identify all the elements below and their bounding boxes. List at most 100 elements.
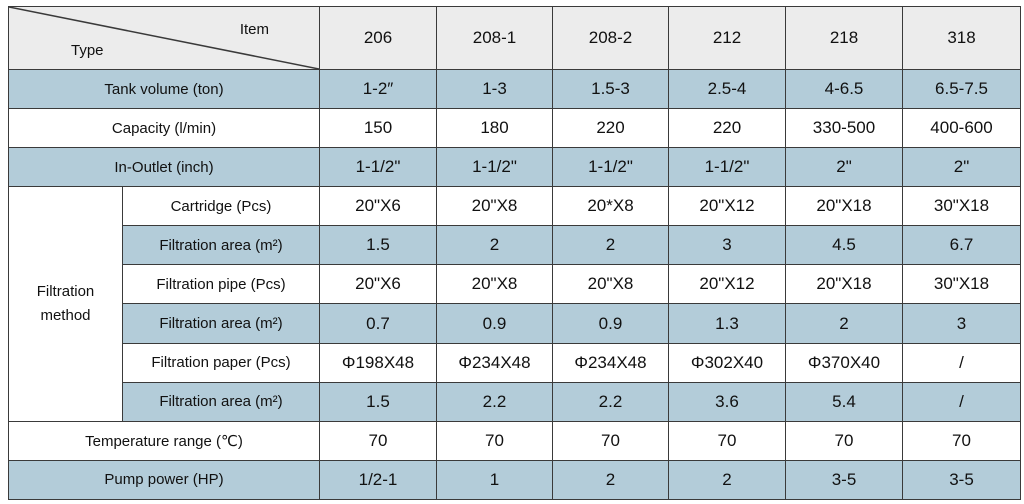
filtration-method-line2: method (40, 306, 91, 324)
row-label: Filtration area (m²) (122, 303, 320, 344)
table-cell: 4-6.5 (785, 68, 903, 110)
filtration-method-label: Filtration method (8, 186, 123, 422)
table-cell: 20"X12 (668, 186, 786, 227)
table-cell: 70 (319, 420, 437, 461)
row-label: Filtration paper (Pcs) (122, 342, 320, 383)
header-row: Item Type 206 208-1 208-2 212 218 318 (8, 6, 1021, 70)
table-cell: 220 (668, 108, 786, 149)
table-cell: 70 (436, 420, 553, 461)
column-header: 212 (668, 6, 786, 70)
column-header: 208-1 (436, 6, 553, 70)
table-cell: 1.5-3 (552, 68, 669, 110)
table-cell: 0.7 (319, 303, 437, 344)
table-cell: 2 (785, 303, 903, 344)
table-cell: 5.4 (785, 381, 903, 422)
filtration-method-line1: Filtration (36, 282, 95, 300)
table-cell: 1.3 (668, 303, 786, 344)
table-cell: 2 (436, 225, 553, 266)
table-cell: 20"X8 (552, 264, 669, 305)
table-cell: 1-3 (436, 68, 553, 110)
table-cell: 20"X12 (668, 264, 786, 305)
table-cell: 1-1/2" (436, 147, 553, 188)
table-cell: 2 (552, 459, 669, 501)
table-cell: 30"X18 (902, 264, 1021, 305)
table-row-capacity: Capacity (l/min) 150 180 220 220 330-500… (8, 108, 1021, 149)
table-cell: 20"X8 (436, 186, 553, 227)
row-label: In-Outlet (inch) (8, 147, 320, 188)
table-cell: 3.6 (668, 381, 786, 422)
table-cell: 400-600 (902, 108, 1021, 149)
row-label: Filtration pipe (Pcs) (122, 264, 320, 305)
corner-header-cell: Item Type (8, 6, 320, 70)
table-cell: 20"X6 (319, 264, 437, 305)
column-header: 218 (785, 6, 903, 70)
table-row-pipe-area: Filtration area (m²) 0.7 0.9 0.9 1.3 2 3 (9, 303, 1021, 344)
table-cell: Φ198X48 (319, 342, 437, 383)
table-cell: 2 (552, 225, 669, 266)
table-cell: / (902, 342, 1021, 383)
table-cell: 2.2 (436, 381, 553, 422)
table-cell: Φ234X48 (552, 342, 669, 383)
table-cell: 1-1/2" (319, 147, 437, 188)
table-cell: 2.2 (552, 381, 669, 422)
row-label: Capacity (l/min) (8, 108, 320, 149)
table-cell: 220 (552, 108, 669, 149)
table-row-tank-volume: Tank volume (ton) 1-2″ 1-3 1.5-3 2.5-4 4… (8, 68, 1021, 110)
table-cell: 1/2-1 (319, 459, 437, 501)
column-header: 206 (319, 6, 437, 70)
table-cell: 2 (668, 459, 786, 501)
table-cell: 3 (668, 225, 786, 266)
table-row-filtration-pipe: Filtration pipe (Pcs) 20"X6 20"X8 20"X8 … (9, 264, 1021, 305)
table-cell: 6.7 (902, 225, 1021, 266)
table-cell: 30"X18 (902, 186, 1021, 227)
table-cell: 1.5 (319, 225, 437, 266)
table-cell: 20*X8 (552, 186, 669, 227)
table-cell: 1-1/2" (668, 147, 786, 188)
table-cell: 20"X8 (436, 264, 553, 305)
column-header: 208-2 (552, 6, 669, 70)
table-cell: 70 (785, 420, 903, 461)
table-cell: 4.5 (785, 225, 903, 266)
table-row-cartridge-area: Filtration area (m²) 1.5 2 2 3 4.5 6.7 (9, 225, 1021, 266)
table-cell: / (902, 381, 1021, 422)
table-cell: 2" (902, 147, 1021, 188)
table-cell: 2.5-4 (668, 68, 786, 110)
row-label: Cartridge (Pcs) (122, 186, 320, 227)
table-row-filtration-paper: Filtration paper (Pcs) Φ198X48 Φ234X48 Φ… (9, 342, 1021, 383)
row-label: Filtration area (m²) (122, 381, 320, 422)
table-cell: 0.9 (436, 303, 553, 344)
table-cell: 3 (902, 303, 1021, 344)
column-header: 318 (902, 6, 1021, 70)
table-row-paper-area: Filtration area (m²) 1.5 2.2 2.2 3.6 5.4… (9, 381, 1021, 422)
diagonal-line (9, 7, 319, 69)
table-cell: Φ302X40 (668, 342, 786, 383)
table-cell: 20"X6 (319, 186, 437, 227)
table-row-temperature: Temperature range (℃) 70 70 70 70 70 70 (8, 420, 1021, 461)
item-label: Item (239, 21, 269, 38)
table-cell: 1-2″ (319, 68, 437, 110)
table-cell: 70 (552, 420, 669, 461)
table-row-pump-power: Pump power (HP) 1/2-1 1 2 2 3-5 3-5 (8, 459, 1021, 501)
table-cell: 3-5 (785, 459, 903, 501)
table-cell: 150 (319, 108, 437, 149)
table-cell: Φ370X40 (785, 342, 903, 383)
table-row-in-outlet: In-Outlet (inch) 1-1/2" 1-1/2" 1-1/2" 1-… (8, 147, 1021, 188)
row-label: Tank volume (ton) (8, 68, 320, 110)
type-label: Type (71, 42, 104, 59)
table-cell: 3-5 (902, 459, 1021, 501)
table-row-cartridge: Filtration method Cartridge (Pcs) 20"X6 … (8, 186, 1021, 422)
table-cell: 180 (436, 108, 553, 149)
table-cell: 70 (902, 420, 1021, 461)
table-cell: 2" (785, 147, 903, 188)
table-cell: 20"X18 (785, 264, 903, 305)
table-cell: 70 (668, 420, 786, 461)
row-label: Temperature range (℃) (8, 420, 320, 461)
table-cell: 0.9 (552, 303, 669, 344)
table-cell: 330-500 (785, 108, 903, 149)
table-cell: 1-1/2" (552, 147, 669, 188)
table-cell: 1.5 (319, 381, 437, 422)
table-cell: Φ234X48 (436, 342, 553, 383)
table-cell: 20"X18 (785, 186, 903, 227)
table-cell: 6.5-7.5 (902, 68, 1021, 110)
row-label: Filtration area (m²) (122, 225, 320, 266)
